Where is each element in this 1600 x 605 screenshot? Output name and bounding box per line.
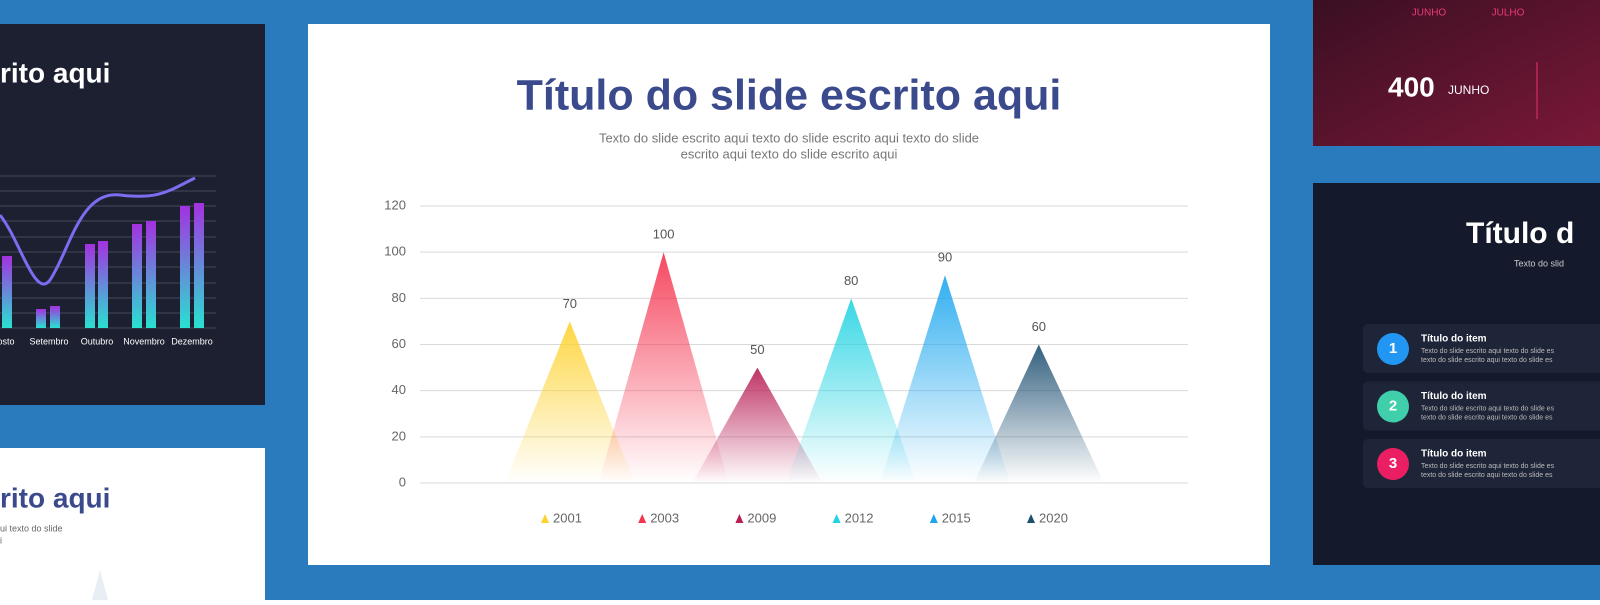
- slide-right-top: [1313, 0, 1600, 146]
- legend-label: 2001: [553, 510, 582, 525]
- data-label: 80: [844, 273, 858, 288]
- x-tick-label: Outubro: [81, 336, 114, 346]
- item-text: Texto do slide escrito aqui texto do sli…: [1421, 405, 1555, 412]
- x-tick-label: Dezembro: [171, 336, 213, 346]
- chart: 0 20 40 60 80 100 120 70 2001 100 2003 50 2009 80 2012…: [384, 197, 1188, 525]
- x-tick-label: Novembro: [123, 336, 165, 346]
- slide-title: rito aqui: [0, 482, 110, 513]
- decor-line: [0, 176, 196, 286]
- chart-title: Título do slide escrito aqui: [517, 71, 1062, 119]
- month-label: JULHO: [1492, 8, 1525, 19]
- item-badge: [1377, 448, 1409, 480]
- y-tick-label: 20: [392, 428, 406, 443]
- item-list: 1 Título do item Texto do slide escrito aq…: [1363, 324, 1600, 488]
- triangle: [880, 275, 1010, 483]
- y-tick-label: 80: [392, 290, 406, 305]
- legend-label: 2009: [747, 510, 776, 525]
- legend-marker: [541, 514, 549, 523]
- triangle: [504, 321, 635, 483]
- item-card: [1363, 381, 1600, 431]
- item-number: 3: [1389, 455, 1397, 472]
- legend-label: 2020: [1039, 510, 1068, 525]
- item-text: texto do slide escrito aqui texto do sli…: [1421, 357, 1553, 364]
- y-tick-label: 0: [399, 474, 406, 489]
- item-title: Título do item: [1421, 334, 1487, 345]
- slide-text: i: [0, 535, 2, 545]
- slide-title: rito aqui: [0, 57, 110, 88]
- chart-subtitle: Texto do slide escrito aqui texto do sli…: [599, 130, 979, 145]
- legend-marker: [1027, 514, 1035, 523]
- data-label: 70: [563, 296, 577, 311]
- item-text: Texto do slide escrito aqui texto do sli…: [1421, 348, 1555, 355]
- legend-marker: [638, 514, 647, 523]
- legend-label: 2003: [650, 510, 679, 525]
- triangle: [786, 298, 917, 483]
- item-number: 1: [1389, 340, 1397, 357]
- slide-right-bottom: [1313, 183, 1600, 565]
- slide-left-top: [0, 24, 265, 405]
- stat-value: 400: [1388, 71, 1435, 102]
- legend-marker: [832, 514, 841, 523]
- item-card: [1363, 324, 1600, 373]
- slide-left-bottom: [0, 448, 265, 600]
- item-text: texto do slide escrito aqui texto do sli…: [1421, 472, 1553, 479]
- data-label: 100: [653, 227, 675, 242]
- stat-label: JUNHO: [1448, 83, 1489, 97]
- legend-marker: [735, 514, 744, 523]
- x-tick-label: osto: [0, 336, 15, 346]
- triangle: [692, 367, 823, 483]
- triangle: [598, 252, 729, 483]
- item-badge: [1377, 390, 1409, 423]
- decor-triangle: [92, 570, 108, 600]
- data-label: 60: [1032, 319, 1046, 334]
- x-labels: osto Setembro Outubro Novembro Dezembro: [0, 336, 213, 346]
- legend-label: 2012: [845, 510, 874, 525]
- slide-title: Título d: [1466, 217, 1574, 250]
- item-badge: [1377, 333, 1409, 365]
- data-label: 50: [750, 342, 764, 357]
- item-text: texto do slide escrito aqui texto do sli…: [1421, 414, 1553, 421]
- month-label: JUNHO: [1412, 8, 1447, 19]
- item-text: Texto do slide escrito aqui texto do sli…: [1421, 463, 1555, 470]
- y-tick-label: 120: [384, 197, 406, 212]
- triangle: [973, 344, 1104, 483]
- chart-subtitle: escrito aqui texto do slide escrito aqui: [681, 146, 898, 161]
- item-card: [1363, 439, 1600, 488]
- y-tick-label: 40: [392, 382, 406, 397]
- legend-marker: [929, 514, 938, 523]
- x-tick-label: Setembro: [29, 336, 68, 346]
- item-number: 2: [1389, 397, 1397, 414]
- slide-text: Texto do slid: [1514, 258, 1564, 268]
- legend-label: 2015: [942, 510, 971, 525]
- decor-bars: [2, 203, 204, 328]
- slide-text: ui texto do slide: [0, 523, 63, 533]
- data-label: 90: [938, 250, 952, 265]
- y-tick-label: 60: [392, 336, 406, 351]
- y-tick-label: 100: [384, 244, 406, 259]
- item-title: Título do item: [1421, 449, 1487, 460]
- item-title: Título do item: [1421, 391, 1487, 402]
